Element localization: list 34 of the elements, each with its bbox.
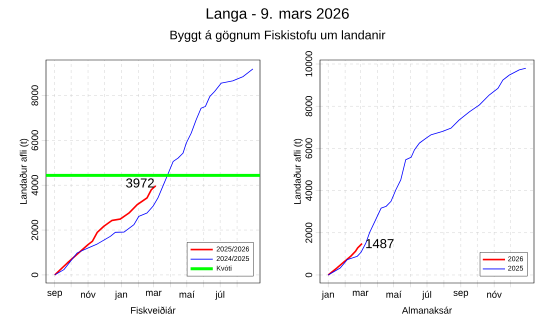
x-tick-label: maí xyxy=(386,290,402,298)
y-tick-label: 0 xyxy=(31,272,38,278)
x-tick-label: júl xyxy=(215,290,224,300)
annotation: 1487 xyxy=(366,239,394,248)
x-tick-label: sep xyxy=(453,290,468,298)
y-tick-label: 6000 xyxy=(305,138,312,158)
y-tick-label: 2000 xyxy=(305,222,312,243)
x-axis-title: Almanaksár xyxy=(402,306,452,314)
x-tick-label: mar xyxy=(146,290,162,296)
y-tick-label: 2000 xyxy=(31,220,38,240)
y-axis-title: Landaður afli (t) xyxy=(294,138,303,204)
y-tick-label: 4000 xyxy=(305,180,312,201)
x-axis-title: Fiskveiðiár xyxy=(131,306,176,314)
y-tick-label: 10000 xyxy=(305,51,312,76)
y-tick-label: 8000 xyxy=(31,85,38,106)
x-tick-label: mar xyxy=(352,290,368,296)
x-tick-label: jan xyxy=(322,290,334,300)
x-tick-label: sep xyxy=(47,290,62,298)
y-tick-label: 0 xyxy=(305,272,312,278)
chart-title: Langa - 9. mars 2026 xyxy=(206,8,349,22)
y-tick-label: 8000 xyxy=(305,96,312,116)
x-tick-label: maí xyxy=(180,290,195,298)
y-tick-label: 6000 xyxy=(31,130,38,150)
chart-subtitle: Byggt á gögnum Fiskistofu um landanir xyxy=(170,30,386,42)
y-tick-label: 4000 xyxy=(31,174,38,196)
line-series xyxy=(327,242,363,276)
x-tick-label: jan xyxy=(114,290,128,300)
y-axis-title: Landaður afli (t) xyxy=(20,138,29,204)
x-tick-label: nóv xyxy=(487,290,502,298)
x-tick-label: nóv xyxy=(81,290,96,298)
line-series xyxy=(328,68,526,276)
x-tick-label: júl xyxy=(422,290,432,300)
line-series xyxy=(54,68,254,276)
annotation: 3972 xyxy=(126,178,154,188)
